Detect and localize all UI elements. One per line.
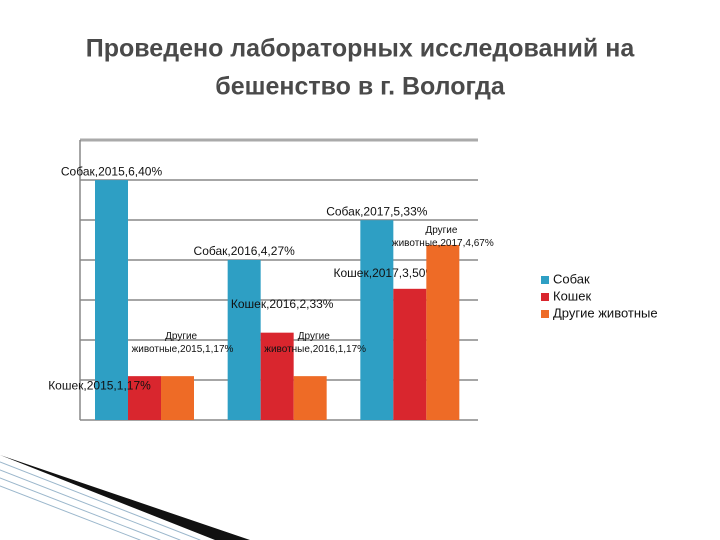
title-line: бешенство в г. Вологда [215, 73, 506, 101]
data-label: Кошек,2017,3,50% [334, 266, 437, 280]
bar [260, 332, 294, 420]
bar [293, 376, 327, 420]
data-label: Собак,2015,6,40% [61, 164, 163, 178]
bar [128, 376, 161, 420]
data-label: Другие животные,2015,1,17% [132, 331, 234, 355]
deco-line [0, 461, 201, 540]
data-label: Другие животные,2016,1,17% [264, 331, 366, 355]
deco-wedge [0, 455, 250, 540]
bar [426, 244, 460, 420]
data-label: Другие животные,2017,4,67% [392, 225, 494, 249]
bar [95, 180, 128, 420]
deco-line [0, 485, 141, 540]
deco-line [0, 477, 161, 540]
data-label: Кошек,2015,1,17% [48, 378, 151, 392]
title-line: Проведено лабораторных исследований на [86, 35, 636, 63]
legend-swatch [541, 293, 549, 301]
bar [161, 376, 194, 420]
legend-swatch [541, 310, 549, 318]
deco-line [0, 469, 181, 540]
data-label: Собак,2017,5,33% [326, 204, 428, 218]
legend-label: Другие животные [553, 305, 658, 320]
bar [227, 259, 261, 420]
legend-swatch [541, 276, 549, 284]
data-label: Кошек,2016,2,33% [231, 297, 334, 311]
legend-label: Собак [553, 271, 590, 286]
legend-label: Кошек [553, 288, 591, 303]
decoration [0, 455, 250, 540]
bar [360, 220, 394, 420]
bar [393, 288, 427, 420]
data-label: Собак,2016,4,27% [194, 244, 296, 258]
